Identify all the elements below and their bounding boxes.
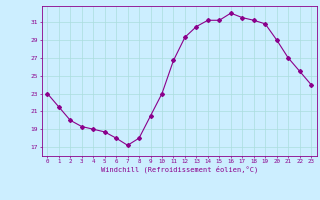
X-axis label: Windchill (Refroidissement éolien,°C): Windchill (Refroidissement éolien,°C) xyxy=(100,166,258,173)
